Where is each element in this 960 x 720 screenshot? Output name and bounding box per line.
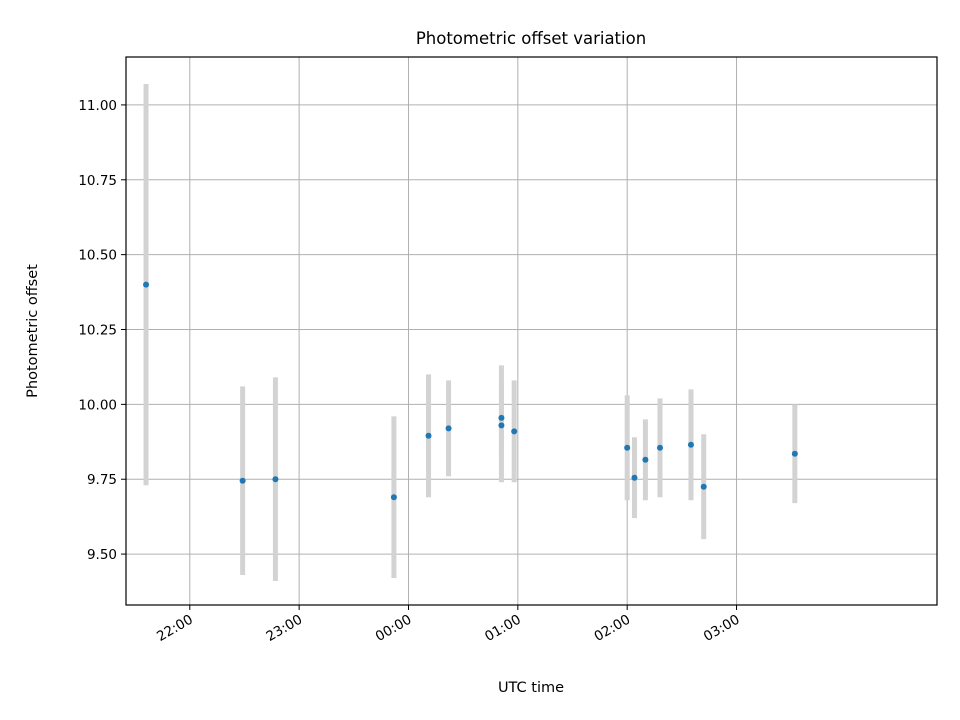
x-axis-label: UTC time xyxy=(498,680,564,696)
y-tick-label: 10.25 xyxy=(78,323,117,339)
x-tick-label: 22:00 xyxy=(154,612,196,645)
data-point xyxy=(390,494,397,501)
data-point xyxy=(425,432,432,439)
y-axis-ticks: 9.50 9.75 10.00 10.25 10.50 10.75 11.00 xyxy=(78,98,126,563)
grid xyxy=(126,57,937,605)
x-tick-label: 01:00 xyxy=(482,612,524,645)
data-point xyxy=(656,444,663,451)
x-axis-ticks: 22:00 23:00 00:00 01:00 02:00 03:00 xyxy=(154,605,743,645)
y-tick-label: 10.75 xyxy=(78,173,117,189)
x-tick-label: 00:00 xyxy=(373,612,415,645)
y-tick-label: 9.50 xyxy=(87,547,117,563)
data-points xyxy=(143,281,798,501)
plot-frame xyxy=(125,56,938,606)
data-point xyxy=(272,476,279,483)
x-tick-label: 02:00 xyxy=(591,612,633,645)
data-point xyxy=(445,425,452,432)
x-tick-label: 03:00 xyxy=(701,612,743,645)
data-point xyxy=(700,483,707,490)
data-point xyxy=(498,414,505,421)
y-tick-label: 9.75 xyxy=(87,472,117,488)
data-point xyxy=(791,450,798,457)
data-point xyxy=(239,477,246,484)
error-bars xyxy=(143,83,798,582)
data-point xyxy=(624,444,631,451)
data-point xyxy=(642,456,649,463)
y-tick-label: 10.50 xyxy=(78,248,117,264)
data-point xyxy=(511,428,518,435)
chart-title: Photometric offset variation xyxy=(416,29,646,48)
x-tick-label: 23:00 xyxy=(263,612,305,645)
data-point xyxy=(687,441,694,448)
y-tick-label: 11.00 xyxy=(78,98,117,114)
y-axis-label: Photometric offset xyxy=(25,264,41,398)
data-point xyxy=(498,422,505,429)
y-tick-label: 10.00 xyxy=(78,397,117,413)
data-point xyxy=(631,474,638,481)
data-point xyxy=(143,281,150,288)
